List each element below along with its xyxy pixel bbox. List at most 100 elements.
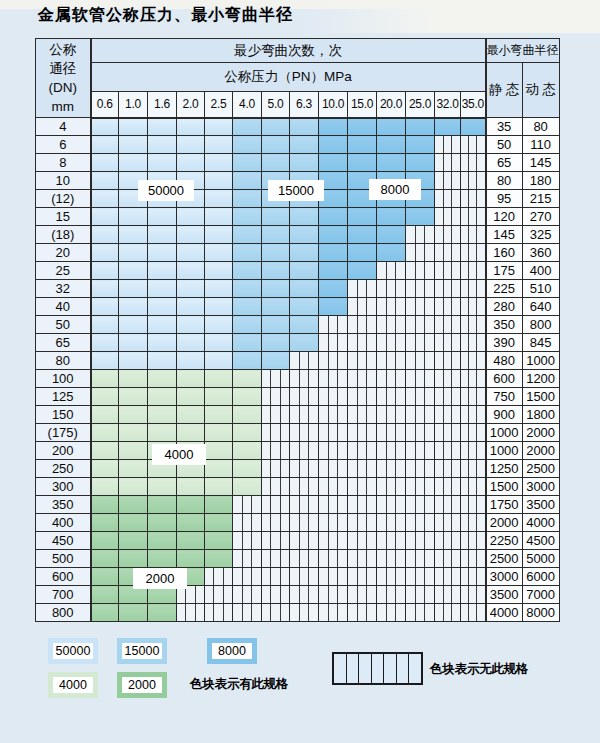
spec-cell (119, 226, 148, 244)
spec-cell (119, 424, 148, 442)
no-spec-cell (406, 460, 435, 478)
no-spec-cell (377, 496, 406, 514)
no-spec-stripes (348, 406, 376, 423)
no-spec-cell (435, 190, 461, 208)
no-spec-stripes (262, 424, 289, 441)
static-value-cell: 3500 (486, 586, 523, 604)
no-spec-cell (435, 478, 461, 496)
no-spec-cell (406, 442, 435, 460)
static-value-cell: 280 (486, 298, 523, 316)
no-spec-cell (406, 406, 435, 424)
page-title: 金属软管公称压力、最小弯曲半径 (38, 5, 293, 26)
spec-cell (377, 244, 406, 262)
spec-cell (406, 208, 435, 226)
spec-cell (319, 244, 348, 262)
dn-cell: 150 (36, 406, 91, 424)
no-spec-cell (290, 352, 319, 370)
dynamic-value-cell: 845 (522, 334, 559, 352)
spec-cell (262, 136, 290, 154)
no-spec-cell (435, 154, 461, 172)
static-value-cell: 390 (486, 334, 523, 352)
legend-swatch: 8000 (207, 638, 257, 664)
spec-cell (348, 154, 377, 172)
no-spec-cell (319, 496, 348, 514)
no-spec-stripes (233, 496, 261, 513)
static-value-cell: 160 (486, 244, 523, 262)
no-spec-cell (262, 424, 290, 442)
spec-cell (148, 406, 177, 424)
spec-cell (205, 334, 233, 352)
dn-cell: 4 (36, 118, 91, 136)
dn-cell: 25 (36, 262, 91, 280)
spec-cell (177, 262, 205, 280)
dn-cell: 500 (36, 550, 91, 568)
no-spec-stripes (348, 424, 376, 441)
no-spec-cell (435, 244, 461, 262)
no-spec-stripes (319, 424, 347, 441)
legend-swatch-label: 4000 (53, 677, 93, 693)
spec-cell (148, 514, 177, 532)
no-spec-cell (461, 424, 486, 442)
no-spec-cell (319, 568, 348, 586)
spec-cell (262, 298, 290, 316)
no-spec-cell (406, 568, 435, 586)
no-spec-cell (290, 478, 319, 496)
no-spec-stripes (406, 532, 434, 549)
dynamic-header: 动 态 (522, 63, 559, 118)
no-spec-cell (435, 334, 461, 352)
spec-cell (406, 118, 435, 136)
spec-cell (91, 604, 119, 622)
no-spec-stripes (406, 496, 434, 513)
spec-cell (319, 280, 348, 298)
no-spec-cell (377, 514, 406, 532)
no-spec-stripes (290, 460, 318, 477)
spec-cell (91, 586, 119, 604)
no-spec-cell (319, 550, 348, 568)
static-value-cell: 95 (486, 190, 523, 208)
dynamic-value-cell: 1800 (522, 406, 559, 424)
spec-cell (348, 244, 377, 262)
no-spec-stripes (406, 280, 434, 297)
spec-cell (91, 262, 119, 280)
no-spec-stripes (319, 496, 347, 513)
no-spec-stripes (377, 550, 405, 567)
no-spec-stripes (435, 424, 460, 441)
static-value-cell: 2500 (486, 550, 523, 568)
spec-cell (148, 244, 177, 262)
dn-cell: 250 (36, 460, 91, 478)
dynamic-value-cell: 640 (522, 298, 559, 316)
no-spec-cell (348, 352, 377, 370)
spec-cell (119, 496, 148, 514)
no-spec-stripes (262, 604, 289, 621)
spec-cell (262, 262, 290, 280)
spec-cell (148, 478, 177, 496)
dn-cell: 15 (36, 208, 91, 226)
no-spec-stripes (406, 514, 434, 531)
no-spec-stripes (377, 478, 405, 495)
spec-cell (205, 244, 233, 262)
spec-cell (233, 154, 262, 172)
no-spec-stripes (205, 568, 232, 585)
no-spec-cell (461, 406, 486, 424)
spec-cell (290, 136, 319, 154)
no-spec-stripes (435, 208, 460, 225)
spec-cell (148, 208, 177, 226)
pressure-value-header: 20.0 (377, 92, 406, 118)
dn-cell: 8 (36, 154, 91, 172)
dn-cell: 125 (36, 388, 91, 406)
no-spec-cell (377, 424, 406, 442)
no-spec-stripes (262, 514, 289, 531)
spec-cell (177, 208, 205, 226)
no-spec-cell (319, 424, 348, 442)
no-spec-cell (177, 604, 205, 622)
no-spec-cell (377, 352, 406, 370)
dn-cell: 600 (36, 568, 91, 586)
no-spec-cell (461, 496, 486, 514)
spec-cell (262, 316, 290, 334)
no-spec-stripes (319, 370, 347, 387)
dn-cell: 450 (36, 532, 91, 550)
dynamic-value-cell: 215 (522, 190, 559, 208)
no-spec-cell (461, 604, 486, 622)
no-spec-stripes (435, 244, 460, 261)
spec-cell (205, 190, 233, 208)
